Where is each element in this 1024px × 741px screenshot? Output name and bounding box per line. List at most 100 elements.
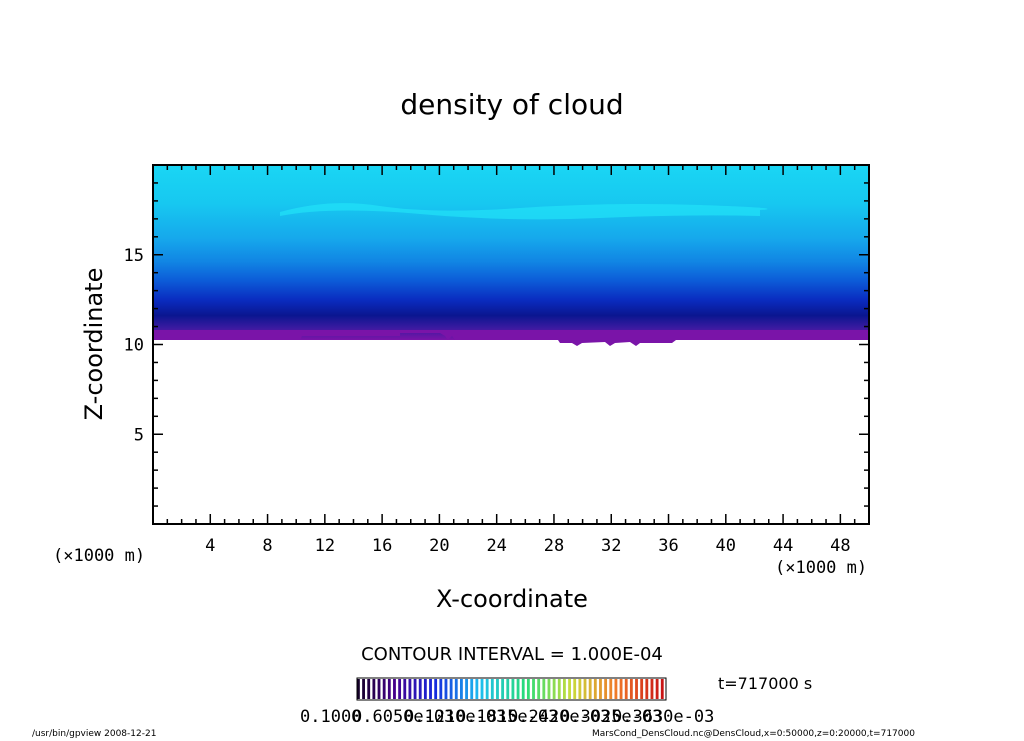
colorbar-swatch — [655, 679, 659, 699]
x-tick-label: 28 — [544, 536, 564, 556]
colorbar-swatch — [357, 679, 360, 699]
chart-title: density of cloud — [400, 88, 623, 121]
colorbar-labels: 0.10000.6050e-030.1210e-030.1815e-030.24… — [300, 707, 714, 727]
colorbar-swatch — [583, 679, 587, 699]
y-tick-labels: 5 10 15 — [124, 246, 144, 446]
colorbar-swatch — [516, 679, 520, 699]
colorbar-swatch — [511, 679, 515, 699]
colorbar-label: 0.6050e-03 — [352, 707, 454, 727]
y-axis-label: Z-coordinate — [80, 268, 108, 421]
x-tick-label: 12 — [315, 536, 335, 556]
colorbar-swatch — [573, 679, 577, 699]
colorbar-swatch — [650, 679, 654, 699]
colorbar-label: 0.2420e-03 — [508, 707, 610, 727]
colorbar-swatch — [619, 679, 623, 699]
x-tick-labels: 4 8 12 16 20 24 28 32 36 40 44 48 — [205, 536, 850, 556]
colorbar-swatch — [635, 679, 638, 699]
colorbar-swatch — [377, 679, 381, 699]
colorbar-swatch — [640, 679, 644, 699]
colorbar-swatch — [629, 679, 633, 699]
colorbar-swatch — [645, 679, 649, 699]
colorbar-swatch — [537, 679, 541, 699]
x-tick-label: 16 — [372, 536, 392, 556]
colorbar-swatch — [506, 679, 510, 699]
cloud-base — [153, 330, 869, 346]
colorbar-swatch — [547, 679, 551, 699]
colorbar-swatch — [557, 679, 561, 699]
colorbar-swatch — [593, 679, 597, 699]
colorbar-swatch — [367, 679, 371, 699]
axis-ticks — [153, 165, 869, 524]
x-tick-label: 48 — [830, 536, 850, 556]
x-tick-label: 4 — [205, 536, 215, 556]
colorbar-label: 0.1000 — [300, 707, 361, 727]
x-unit-left: (×1000 m) — [53, 546, 145, 566]
colorbar-swatch — [398, 679, 402, 699]
colorbar-swatch — [470, 679, 474, 699]
colorbar-swatch — [449, 679, 453, 699]
colorbar-label: 0.1210e-03 — [404, 707, 506, 727]
cloud-wisp — [280, 203, 768, 220]
colorbar-swatch — [429, 679, 432, 699]
colorbar-swatch — [599, 679, 602, 699]
colorbar-swatch — [403, 679, 407, 699]
x-axis-label: X-coordinate — [436, 585, 588, 613]
colorbar-swatch — [393, 679, 396, 699]
colorbar — [357, 679, 664, 699]
colorbar-frame — [356, 677, 667, 701]
colorbar-swatch — [563, 679, 566, 699]
colorbar-label: 0.3630e-03 — [612, 707, 714, 727]
colorbar-swatch — [496, 679, 499, 699]
colorbar-swatch — [387, 679, 391, 699]
cloud-field — [153, 165, 869, 346]
colorbar-swatch — [362, 679, 365, 699]
colorbar-swatch — [454, 679, 458, 699]
y-tick-label: 5 — [134, 425, 144, 445]
x-tick-label: 20 — [429, 536, 449, 556]
x-tick-label: 36 — [658, 536, 678, 556]
x-tick-label: 32 — [601, 536, 621, 556]
colorbar-swatch — [485, 679, 489, 699]
colorbar-swatch — [604, 679, 608, 699]
colorbar-swatch — [434, 679, 438, 699]
colorbar-label: 0.1815e-03 — [456, 707, 558, 727]
x-tick-label: 24 — [486, 536, 506, 556]
colorbar-swatch — [460, 679, 463, 699]
footer-right: MarsCond_DensCloud.nc@DensCloud,x=0:5000… — [592, 729, 915, 739]
colorbar-swatch — [552, 679, 556, 699]
x-tick-label: 44 — [773, 536, 793, 556]
colorbar-swatch — [609, 679, 613, 699]
colorbar-swatch — [418, 679, 422, 699]
colorbar-swatch — [578, 679, 582, 699]
colorbar-swatch — [475, 679, 479, 699]
colorbar-swatch — [413, 679, 417, 699]
colorbar-swatch — [614, 679, 618, 699]
colorbar-swatch — [501, 679, 505, 699]
colorbar-swatch — [624, 679, 628, 699]
x-unit-right: (×1000 m) — [775, 558, 867, 578]
colorbar-label: 0.3025e-03 — [560, 707, 662, 727]
colorbar-swatch — [423, 679, 427, 699]
colorbar-swatch — [588, 679, 592, 699]
colorbar-swatch — [521, 679, 525, 699]
contour-interval: CONTOUR INTERVAL = 1.000E-04 — [361, 644, 663, 665]
colorbar-swatch — [480, 679, 484, 699]
colorbar-swatch — [444, 679, 448, 699]
colorbar-swatch — [490, 679, 494, 699]
time-label: t=717000 s — [718, 674, 812, 693]
cloud-region — [153, 165, 869, 340]
colorbar-swatch — [465, 679, 468, 699]
colorbar-swatch — [568, 679, 571, 699]
colorbar-swatch — [382, 679, 386, 699]
y-tick-label: 10 — [124, 336, 144, 356]
x-tick-label: 8 — [262, 536, 272, 556]
colorbar-swatch — [439, 679, 443, 699]
colorbar-swatch — [526, 679, 530, 699]
x-tick-label: 40 — [716, 536, 736, 556]
colorbar-swatch — [408, 679, 412, 699]
colorbar-swatch — [542, 679, 546, 699]
colorbar-swatch — [372, 679, 376, 699]
footer-left: /usr/bin/gpview 2008-12-21 — [32, 729, 156, 739]
y-tick-label: 15 — [124, 246, 144, 266]
